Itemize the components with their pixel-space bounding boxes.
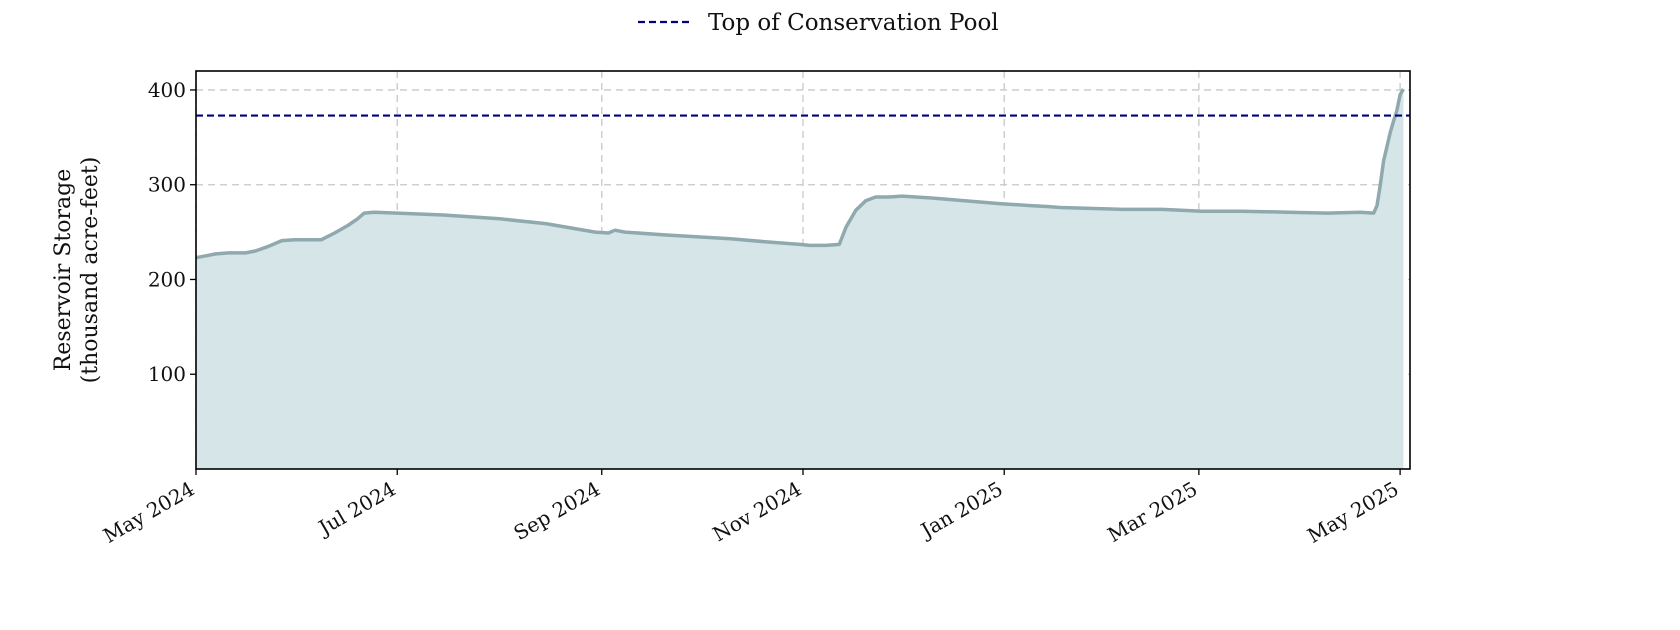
storage-area-fill: [196, 89, 1404, 469]
x-tick-label-2: Sep 2024: [509, 477, 604, 546]
y-axis-title-line1: Reservoir Storage: [51, 169, 76, 372]
x-tick-label-6: May 2025: [1303, 477, 1402, 548]
y-tick-label-0: 100: [148, 362, 186, 386]
x-tick-label-0: May 2024: [99, 477, 198, 548]
x-axis-ticks: May 2024 Jul 2024 Sep 2024 Nov 2024 Jan 2025…: [99, 469, 1403, 548]
x-tick-label-5: Mar 2025: [1103, 477, 1201, 547]
y-tick-label-2: 300: [148, 173, 186, 197]
x-tick-label-3: Nov 2024: [709, 477, 806, 547]
legend-label-conservation-pool: Top of Conservation Pool: [708, 10, 999, 36]
y-tick-label-1: 200: [148, 267, 186, 291]
x-tick-label-1: Jul 2024: [313, 477, 400, 541]
x-tick-label-4: Jan 2025: [915, 477, 1007, 544]
storage-line: [195, 88, 1405, 260]
y-axis-ticks: 100 200 300 400: [148, 78, 196, 386]
y-tick-label-3: 400: [148, 78, 186, 102]
y-axis-title-line2: (thousand acre-feet): [78, 157, 103, 384]
legend: Top of Conservation Pool: [638, 10, 999, 36]
